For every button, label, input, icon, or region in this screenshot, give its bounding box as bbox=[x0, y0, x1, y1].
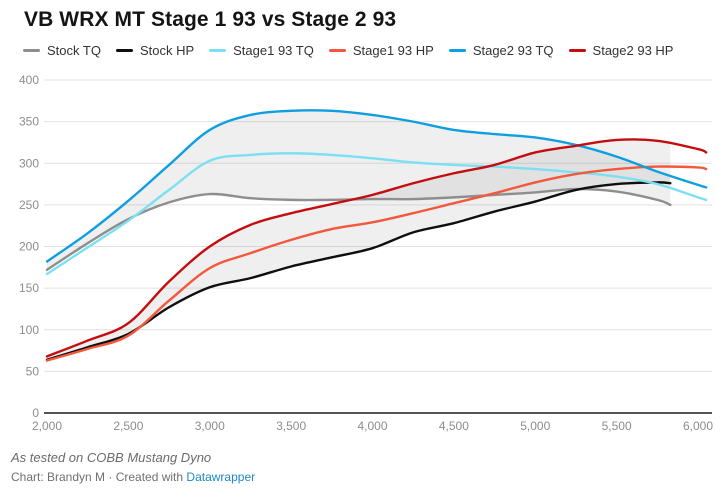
line-stage2-93-hp bbox=[45, 138, 708, 358]
legend-swatch-stock-tq bbox=[23, 48, 40, 52]
y-tick-label: 300 bbox=[19, 156, 39, 170]
legend-item-stage1-93-hp: Stage1 93 HP bbox=[328, 42, 434, 58]
x-tick-label: 5,000 bbox=[520, 419, 550, 433]
line-stock-hp bbox=[45, 181, 672, 361]
y-tick-label: 200 bbox=[19, 240, 39, 254]
x-tick-label: 3,000 bbox=[195, 419, 225, 433]
legend: Stock TQ Stock HP Stage1 93 TQ Stage1 93 HP… bbox=[23, 42, 673, 58]
legend-label: Stage2 93 TQ bbox=[472, 42, 554, 58]
y-tick-label: 350 bbox=[19, 115, 39, 129]
x-tick-label: 4,500 bbox=[439, 419, 469, 433]
x-tick-label: 6,000 bbox=[683, 419, 713, 433]
legend-swatch-stage1-93-hp bbox=[328, 48, 346, 52]
x-tick-label: 3,500 bbox=[276, 419, 306, 433]
legend-label: Stock TQ bbox=[47, 42, 101, 58]
y-tick-label: 0 bbox=[32, 406, 39, 420]
y-tick-label: 50 bbox=[26, 364, 40, 378]
line-stage2-93-tq bbox=[45, 109, 708, 263]
legend-label: Stage2 93 HP bbox=[592, 42, 674, 58]
legend-item-stage2-93-hp: Stage2 93 HP bbox=[568, 42, 674, 58]
y-tick-label: 400 bbox=[19, 73, 39, 87]
legend-item-stock-tq: Stock TQ bbox=[23, 43, 101, 58]
legend-label: Stock HP bbox=[139, 42, 195, 58]
legend-swatch-stage1-93-tq bbox=[209, 48, 227, 52]
legend-item-stage1-93-tq: Stage1 93 TQ bbox=[209, 43, 314, 58]
legend-swatch-stage2-93-hp bbox=[568, 48, 586, 52]
legend-label: Stage1 93 TQ bbox=[233, 42, 314, 58]
datawrapper-link[interactable]: Datawrapper bbox=[186, 470, 256, 484]
x-tick-label: 2,000 bbox=[32, 419, 62, 433]
chart-title: VB WRX MT Stage 1 93 vs Stage 2 93 bbox=[24, 8, 397, 31]
credit-text: Chart: Brandyn M · Created with bbox=[11, 470, 187, 484]
footer-note: As tested on COBB Mustang Dyno bbox=[11, 450, 212, 465]
footer-credit: Chart: Brandyn M · Created with Datawrap… bbox=[11, 470, 255, 484]
line-stock-tq bbox=[45, 187, 672, 272]
y-tick-label: 100 bbox=[19, 323, 39, 337]
legend-item-stock-hp: Stock HP bbox=[115, 42, 195, 58]
x-tick-label: 5,500 bbox=[602, 419, 632, 433]
legend-swatch-stage2-93-tq bbox=[448, 48, 466, 52]
x-tick-label: 2,500 bbox=[113, 419, 143, 433]
x-tick-label: 4,000 bbox=[357, 419, 387, 433]
line-stage1-93-tq bbox=[45, 152, 708, 276]
legend-swatch-stock-hp bbox=[115, 48, 133, 52]
y-tick-label: 150 bbox=[19, 281, 39, 295]
legend-label: Stage1 93 HP bbox=[352, 42, 434, 58]
y-tick-label: 250 bbox=[19, 198, 39, 212]
band-stage2-93-tq-vs-stock-tq bbox=[47, 110, 671, 270]
line-stage1-93-hp bbox=[45, 165, 708, 362]
legend-item-stage2-93-tq: Stage2 93 TQ bbox=[448, 42, 554, 58]
